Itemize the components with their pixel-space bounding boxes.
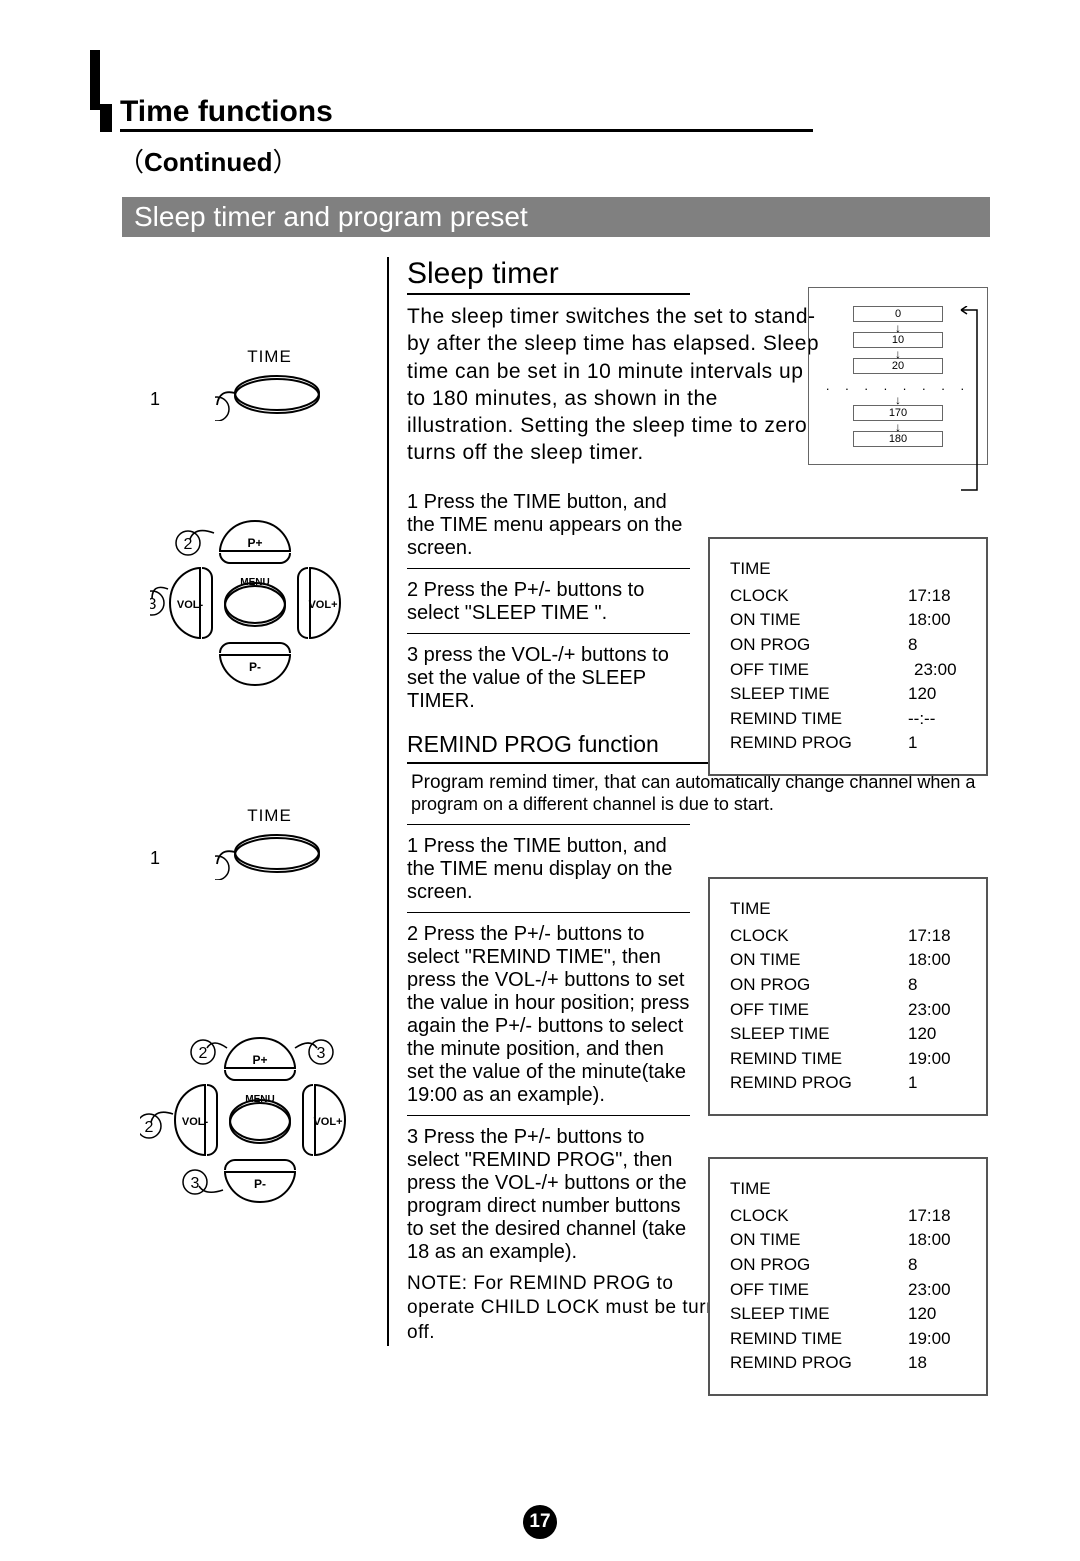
svg-text:MENU: MENU [245,1094,274,1105]
remind-heading: REMIND PROG function [407,721,730,764]
arrow-icon: ↓ [819,325,977,332]
remind-step3: 3 Press the P+/- buttons to select "REMI… [407,1116,690,1272]
menu-row: ON PROG8 [730,1253,968,1278]
time-button-svg-2 [215,830,325,880]
sleep-step1: 1 Press the TIME button, and the TIME me… [407,481,690,569]
menu-header: TIME [730,1177,968,1202]
menu-row: ON TIME18:00 [730,608,968,633]
dpad-illustration-1: P+ VOL- VOL+ P- MENU 2 [122,511,387,696]
interval-diagram: 0 ↓ 10 ↓ 20 . . . . . . . . ↓ 170 ↓ 180 [808,287,988,465]
svg-text:2: 2 [144,1119,153,1136]
sleep-step3: 3 press the VOL-/+ buttons to set the va… [407,634,690,721]
volplus-label: VOL+ [308,599,337,611]
arrow-icon: ↓ [819,351,977,358]
remind-note: NOTE: For REMIND PROG to operate CHILD L… [407,1272,747,1346]
sleep-intro: The sleep timer switches the set to stan… [407,303,827,467]
time-button-illustration-2: TIME 1 [152,806,387,880]
menu-row: REMIND TIME19:00 [730,1047,968,1072]
menu-row: OFF TIME23:00 [730,1278,968,1303]
menu-row: REMIND TIME--:-- [730,707,968,732]
svg-text:P+: P+ [252,1053,267,1067]
svg-text:2: 2 [198,1045,207,1062]
page-corner-rule [90,50,100,110]
svg-text:P-: P- [254,1177,266,1191]
pminus-label: P- [249,660,261,674]
volminus-label: VOL- [176,599,203,611]
menu-row: ON TIME18:00 [730,1228,968,1253]
pplus-label: P+ [247,536,262,550]
remind-step1: 1 Press the TIME button, and the TIME me… [407,825,690,913]
menu-row: CLOCK17:18 [730,584,968,609]
menu-row: SLEEP TIME120 [730,682,968,707]
time-menu-3: TIME CLOCK17:18 ON TIME18:00 ON PROG8 OF… [708,1157,988,1396]
remote-illustrations: TIME 1 P+ VOL- V [122,257,387,1346]
menu-row: OFF TIME23:00 [730,658,968,683]
interval-20: 20 [853,358,943,374]
time-menu-1: TIME CLOCK17:18 ON TIME18:00 ON PROG8 OF… [708,537,988,776]
menu-row: REMIND PROG1 [730,731,968,756]
sleep-step2: 2 Press the P+/- buttons to select "SLEE… [407,569,690,634]
continued-label: （Continued） [118,142,299,179]
page-title: Time functions [120,95,813,132]
menu-row: SLEEP TIME120 [730,1022,968,1047]
interval-10: 10 [853,332,943,348]
menu-row: ON PROG8 [730,973,968,998]
dpad-svg-1: P+ VOL- VOL+ P- MENU 2 [150,511,360,696]
time-button-illustration-1: TIME 1 [152,347,387,421]
main-content: Sleep timer The sleep timer switches the… [387,257,990,1346]
sleep-heading: Sleep timer [407,257,690,295]
time-label-2: TIME [152,806,387,826]
svg-text:VOL+: VOL+ [313,1116,342,1128]
time-button-svg [215,371,325,421]
svg-text:3: 3 [190,1175,199,1192]
continued-text: Continued [144,147,273,177]
interval-170: 170 [853,405,943,421]
callout-1: 1 [150,389,160,410]
menu-row: CLOCK17:18 [730,1204,968,1229]
arrow-icon: ↓ [819,424,977,431]
menu-label: MENU [240,577,269,588]
title-tick [100,104,112,132]
dpad-illustration-2: P+ VOL- VOL+ P- MENU 2 3 [122,1020,387,1215]
interval-180: 180 [853,431,943,447]
section-bar: Sleep timer and program preset [122,197,990,237]
menu-row: REMIND TIME19:00 [730,1327,968,1352]
svg-text:3: 3 [316,1045,325,1062]
svg-text:VOL-: VOL- [181,1116,208,1128]
arrow-icon: ↓ [819,397,977,404]
menu-row: CLOCK17:18 [730,924,968,949]
loop-arrow [959,306,981,496]
callout-1b: 1 [150,848,160,869]
menu-row: ON TIME18:00 [730,948,968,973]
callout-2: 2 [183,536,192,553]
remind-step2: 2 Press the P+/- buttons to select "REMI… [407,913,690,1116]
dpad-svg-2: P+ VOL- VOL+ P- MENU 2 3 [140,1020,370,1215]
time-label: TIME [152,347,387,367]
interval-0: 0 [853,306,943,322]
title-block: Time functions [100,95,1020,132]
menu-row: SLEEP TIME120 [730,1302,968,1327]
callout-3: 3 [150,596,157,613]
dots: . . . . . . . . [819,378,977,393]
menu-header: TIME [730,897,968,922]
page-number: 17 [523,1505,557,1539]
menu-row: OFF TIME23:00 [730,998,968,1023]
menu-row: REMIND PROG1 [730,1071,968,1096]
time-menu-2: TIME CLOCK17:18 ON TIME18:00 ON PROG8 OF… [708,877,988,1116]
menu-row: ON PROG8 [730,633,968,658]
menu-row: REMIND PROG18 [730,1351,968,1376]
menu-header: TIME [730,557,968,582]
page-number-value: 17 [523,1505,557,1539]
